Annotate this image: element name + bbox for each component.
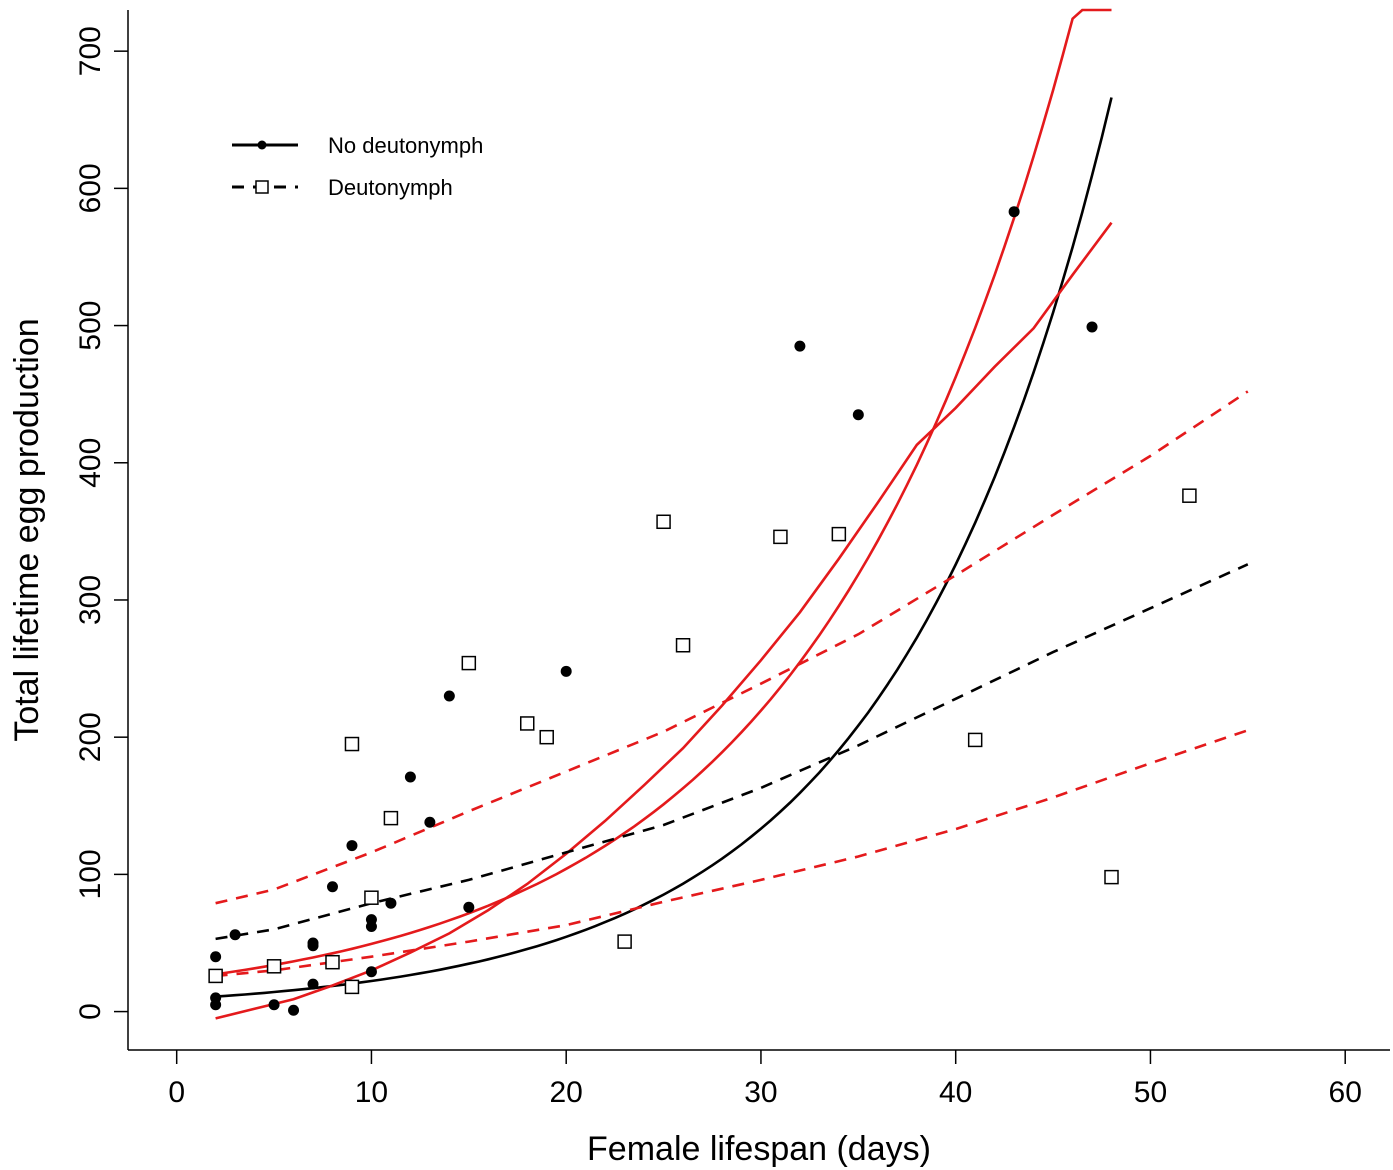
point-deutonymph bbox=[364, 890, 379, 905]
legend: No deutonymph Deutonymph bbox=[232, 133, 483, 200]
curve-deutonymph-lower-ci bbox=[215, 729, 1249, 978]
point-no-deutonymph bbox=[1086, 321, 1098, 333]
point-no-deutonymph bbox=[268, 999, 280, 1011]
legend-marker-deutonymph bbox=[255, 180, 269, 194]
point-deutonymph bbox=[617, 934, 632, 949]
data-points bbox=[208, 206, 1197, 1016]
point-no-deutonymph bbox=[346, 840, 358, 852]
y-tick-label: 700 bbox=[74, 26, 107, 76]
point-no-deutonymph bbox=[385, 897, 397, 909]
y-tick-label: 0 bbox=[74, 1003, 107, 1020]
point-deutonymph bbox=[967, 732, 983, 748]
point-deutonymph bbox=[208, 968, 223, 984]
x-tick-label: 50 bbox=[1134, 1076, 1167, 1109]
curve-no-deutonymph-lower-ci bbox=[215, 221, 1113, 1020]
point-no-deutonymph bbox=[365, 966, 377, 978]
x-tick-label: 60 bbox=[1329, 1076, 1362, 1109]
point-deutonymph bbox=[383, 810, 399, 826]
point-no-deutonymph bbox=[307, 940, 319, 952]
fitted-curves bbox=[215, 8, 1249, 1020]
point-deutonymph bbox=[519, 716, 535, 731]
y-tick-label: 300 bbox=[74, 575, 107, 625]
point-deutonymph bbox=[325, 954, 340, 970]
point-deutonymph bbox=[539, 729, 554, 745]
point-no-deutonymph bbox=[326, 881, 338, 893]
x-axis-title: Female lifespan (days) bbox=[587, 1130, 931, 1168]
curve-deutonymph-upper-ci bbox=[215, 390, 1249, 905]
curve-no-deutonymph-upper-ci bbox=[215, 8, 1112, 976]
point-no-deutonymph bbox=[404, 771, 416, 783]
y-tick-label: 200 bbox=[74, 712, 107, 762]
x-tick-label: 0 bbox=[168, 1076, 185, 1109]
point-no-deutonymph bbox=[229, 929, 241, 941]
point-no-deutonymph bbox=[443, 690, 455, 702]
point-no-deutonymph bbox=[794, 340, 806, 352]
point-no-deutonymph bbox=[307, 978, 319, 990]
y-axis-title: Total lifetime egg production bbox=[8, 318, 46, 741]
point-deutonymph bbox=[1182, 488, 1197, 503]
point-no-deutonymph bbox=[560, 665, 572, 677]
x-tick-label: 20 bbox=[550, 1076, 583, 1109]
curve-no-deutonymph-fit bbox=[215, 97, 1113, 998]
x-tick-label: 40 bbox=[939, 1076, 972, 1109]
point-no-deutonymph bbox=[288, 1004, 300, 1016]
point-deutonymph bbox=[344, 979, 360, 995]
y-tick-label: 500 bbox=[74, 301, 107, 351]
point-no-deutonymph bbox=[852, 409, 864, 421]
y-tick-label: 600 bbox=[74, 163, 107, 213]
curve-deutonymph-fit bbox=[215, 563, 1249, 941]
point-deutonymph bbox=[266, 959, 282, 974]
point-no-deutonymph bbox=[210, 999, 222, 1011]
legend-label-no-deutonymph: No deutonymph bbox=[328, 133, 483, 158]
y-tick-label: 100 bbox=[74, 849, 107, 899]
legend-label-deutonymph: Deutonymph bbox=[328, 175, 453, 200]
x-tick-label: 30 bbox=[744, 1076, 777, 1109]
point-deutonymph bbox=[344, 736, 360, 752]
point-no-deutonymph bbox=[210, 951, 222, 963]
point-no-deutonymph bbox=[365, 921, 377, 933]
point-no-deutonymph bbox=[463, 901, 475, 913]
point-deutonymph bbox=[831, 526, 847, 542]
point-no-deutonymph bbox=[1008, 206, 1020, 218]
point-deutonymph bbox=[656, 514, 671, 530]
x-tick-label: 10 bbox=[355, 1076, 388, 1109]
legend-marker-no-deutonymph bbox=[257, 140, 267, 150]
point-deutonymph bbox=[675, 638, 691, 653]
point-deutonymph bbox=[461, 655, 477, 671]
point-deutonymph bbox=[773, 529, 788, 545]
point-deutonymph bbox=[1104, 869, 1119, 885]
point-no-deutonymph bbox=[424, 816, 436, 828]
y-tick-label: 400 bbox=[74, 438, 107, 488]
